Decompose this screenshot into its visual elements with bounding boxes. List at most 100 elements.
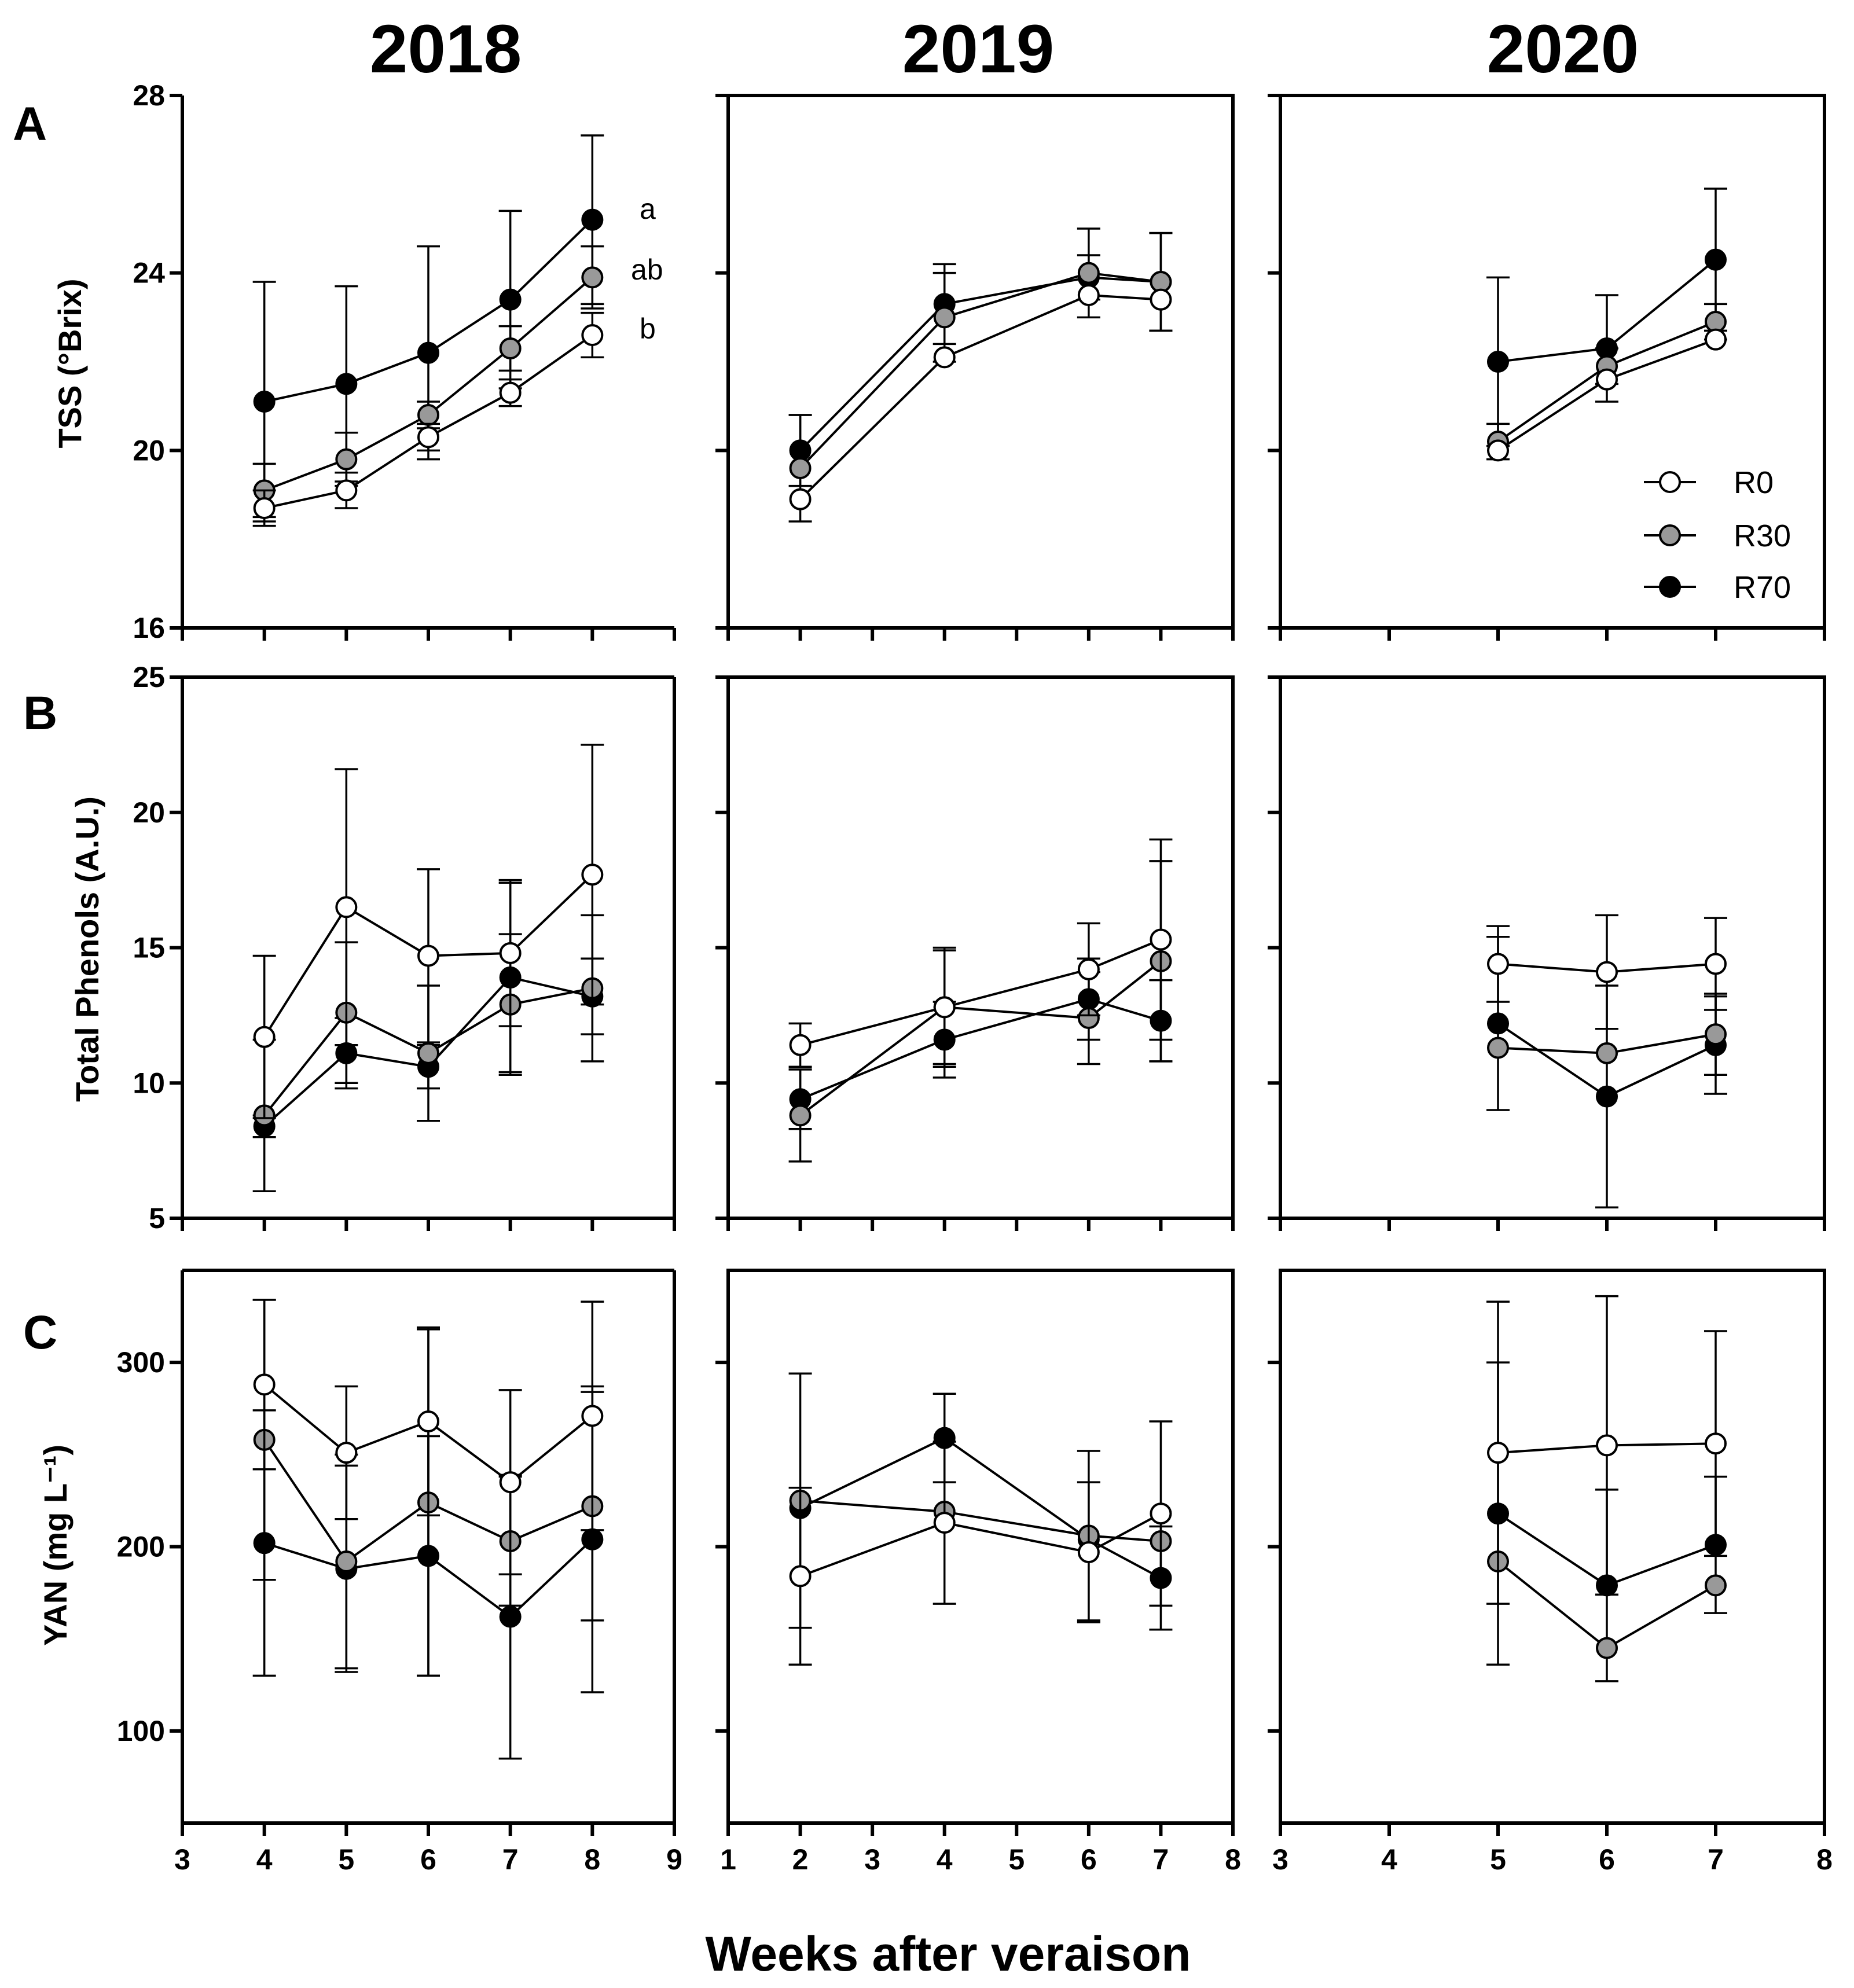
data-point-r0 (789, 1565, 812, 1588)
data-point-r0 (1150, 288, 1172, 311)
x-tick-label: 8 (584, 1843, 600, 1876)
x-tick-label: 5 (1490, 1843, 1506, 1876)
data-point-r30 (1705, 1574, 1727, 1597)
year-title-2018: 2018 (370, 11, 522, 87)
series-r0 (788, 1420, 1173, 1666)
series-r70 (789, 1392, 1173, 1631)
legend-item-r70: R70 (1644, 570, 1791, 605)
x-tick-label: 2 (792, 1843, 809, 1876)
data-point-r0 (499, 1471, 522, 1494)
y-tick-label: 200 (117, 1531, 165, 1563)
legend-label-r30: R30 (1734, 519, 1791, 553)
data-point-r70 (1487, 351, 1509, 373)
data-point-r70 (1596, 1085, 1618, 1108)
series-line-r30 (799, 271, 1161, 469)
data-point-r30 (1596, 1042, 1618, 1064)
data-point-r70 (253, 391, 276, 413)
data-point-r30 (581, 266, 604, 289)
panel-letter-a: A (13, 98, 47, 150)
x-axis-label: Weeks after veraison (706, 1927, 1191, 1981)
y-tick-label: 100 (117, 1715, 165, 1747)
data-point-r0 (1705, 953, 1727, 975)
sig-letter-a: a (640, 193, 656, 225)
data-point-r0 (581, 863, 604, 886)
data-point-r30 (1705, 1023, 1727, 1046)
data-point-r0 (1150, 1502, 1172, 1525)
x-tick-label: 6 (1599, 1843, 1615, 1876)
panels-layer: 16 20 24 28 5 10 15 20 25 100 200 300 3 4 5 6 7 8 9 1 2 3 4 5 6 7… (117, 79, 1833, 1876)
x-tick-label: 7 (1708, 1843, 1724, 1876)
data-point-r0 (933, 1512, 956, 1534)
data-point-r0 (933, 346, 956, 369)
x-tick-label: 9 (666, 1843, 682, 1876)
legend-marker-r30 (1659, 524, 1681, 546)
y-axis-label-phenols: Total Phenols (A.U.) (69, 796, 105, 1102)
series-r0 (1487, 328, 1727, 462)
series-r0 (788, 838, 1173, 1068)
data-point-r0 (1705, 328, 1727, 351)
series-line-r0 (800, 938, 1162, 1046)
legend-label-r0: R0 (1734, 465, 1774, 500)
data-point-r0 (335, 896, 358, 918)
y-tick-label: 16 (133, 612, 165, 644)
panel-a-2020 (1268, 94, 1826, 641)
data-point-r30 (1487, 1037, 1509, 1059)
y-tick-label: 300 (117, 1346, 165, 1379)
panel-frame (1279, 675, 1826, 1220)
data-point-r0 (789, 488, 812, 510)
panel-b-2020 (1268, 675, 1826, 1231)
data-point-r30 (1596, 1637, 1618, 1659)
year-title-2019: 2019 (902, 11, 1055, 87)
data-point-r0 (1596, 961, 1618, 983)
data-point-r0 (1487, 953, 1509, 975)
series-line-r30 (799, 960, 1162, 1116)
series-line-r0 (799, 293, 1161, 501)
series-r0 (252, 744, 604, 1119)
panel-frame (1279, 94, 1826, 630)
y-tick-label: 24 (133, 257, 165, 289)
panel-c-2020: 3 4 5 6 7 8 (1268, 1269, 1833, 1876)
x-tick-label: 4 (1381, 1843, 1397, 1876)
x-tick-label: 4 (256, 1843, 273, 1876)
series-r30 (1487, 1550, 1727, 1659)
series-r0 (789, 284, 1172, 510)
data-point-r30 (417, 404, 439, 426)
legend-marker-r70 (1659, 576, 1681, 598)
data-point-r0 (581, 324, 604, 346)
panel-letter-c: C (23, 1306, 57, 1359)
series-r30 (788, 227, 1173, 523)
y-tick-label: 10 (133, 1067, 165, 1099)
legend-item-r0: R0 (1644, 465, 1774, 500)
data-point-r0 (1596, 1434, 1618, 1457)
x-tick-label: 6 (420, 1843, 436, 1876)
legend: R0 R30 R70 (1644, 465, 1791, 605)
panel-frame (726, 94, 1235, 630)
x-tick-label: 7 (1153, 1843, 1169, 1876)
series-r30 (1487, 993, 1727, 1076)
x-tick-label: 5 (1008, 1843, 1025, 1876)
panel-c-2019: 1 2 3 4 5 6 7 8 (715, 1269, 1241, 1876)
series-r0 (1486, 914, 1727, 1030)
y-tick-label: 20 (133, 796, 165, 829)
data-point-r0 (1150, 928, 1172, 951)
series-r30 (788, 1372, 1172, 1629)
data-point-r0 (789, 1034, 812, 1056)
legend-item-r30: R30 (1644, 519, 1791, 553)
series-r0 (252, 1299, 604, 1575)
data-point-r0 (1077, 284, 1100, 306)
data-point-r0 (581, 1405, 604, 1427)
data-point-r30 (417, 1042, 439, 1064)
data-point-r30 (1077, 262, 1100, 284)
sig-letter-b: b (640, 313, 656, 345)
data-point-r0 (1077, 958, 1100, 980)
y-tick-label: 28 (133, 79, 165, 112)
data-point-r30 (335, 448, 358, 471)
x-tick-label: 3 (174, 1843, 190, 1876)
x-tick-label: 7 (502, 1843, 519, 1876)
legend-marker-r0 (1659, 471, 1681, 493)
series-r30 (788, 860, 1173, 1163)
data-point-r30 (499, 337, 522, 359)
series-r70 (788, 957, 1173, 1130)
x-tick-label: 4 (937, 1843, 953, 1876)
